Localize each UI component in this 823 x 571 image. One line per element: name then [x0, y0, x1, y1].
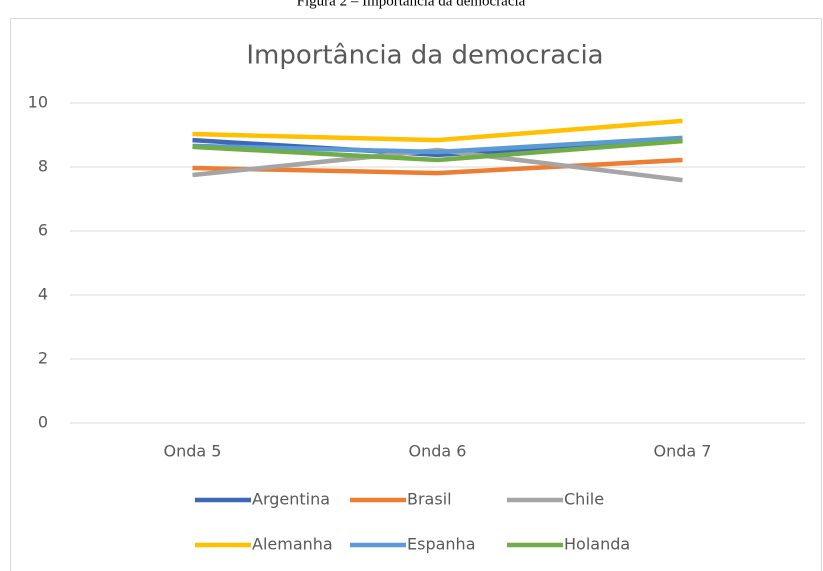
series-line	[192, 118, 683, 143]
series-line	[192, 135, 683, 155]
y-tick-label: 8	[38, 157, 48, 176]
legend-label: Alemanha	[252, 535, 333, 554]
y-tick-label: 4	[38, 285, 48, 304]
x-tick-label: Onda 5	[164, 442, 222, 461]
x-tick-label: Onda 7	[654, 442, 712, 461]
chart-title: Importância da democracia	[246, 41, 603, 71]
series-line	[192, 138, 683, 163]
legend-label: Chile	[564, 490, 604, 509]
y-tick-label: 10	[28, 93, 48, 112]
legend-label: Espanha	[407, 535, 476, 554]
y-tick-label: 0	[38, 413, 48, 432]
legend-label: Brasil	[407, 490, 452, 509]
series-line	[192, 137, 683, 158]
y-tick-label: 2	[38, 349, 48, 368]
x-tick-label: Onda 6	[409, 442, 467, 461]
figure-caption: Figura 2 – Importância da democracia	[297, 0, 526, 9]
legend-label: Holanda	[564, 535, 630, 554]
series-line	[192, 157, 683, 176]
legend-label: Argentina	[252, 490, 330, 509]
y-tick-label: 6	[38, 221, 48, 240]
